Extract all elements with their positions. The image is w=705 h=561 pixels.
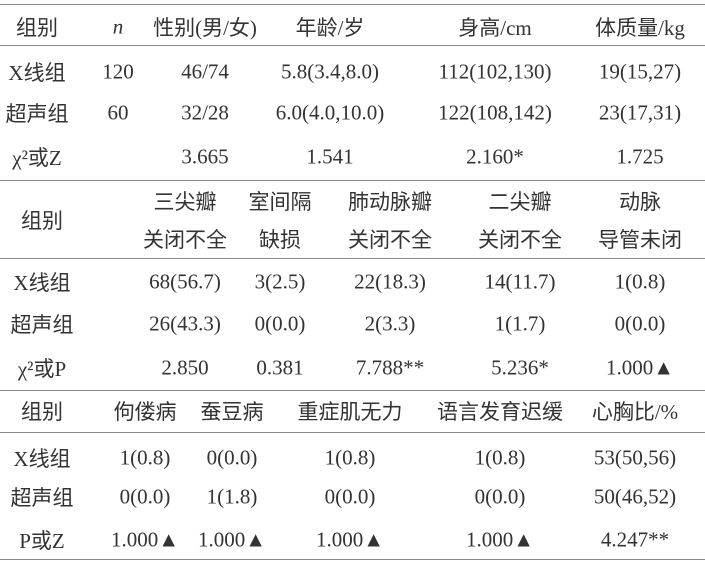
header-cell: 组别 (16, 16, 58, 40)
cell: 46/74 (181, 59, 229, 84)
cell: 1.000▲ (605, 355, 675, 380)
header-cell: 关闭不全 (143, 228, 227, 252)
row-label: X线组 (13, 447, 71, 471)
rule (0, 390, 705, 391)
row-label: X线组 (8, 61, 66, 85)
cell: 1(0.8) (474, 445, 526, 470)
header-cell: 关闭不全 (478, 228, 562, 252)
header-cell: 缺损 (259, 228, 301, 252)
cell: 4.247** (600, 527, 670, 552)
rule (0, 45, 705, 46)
cell: 5.8(3.4,8.0) (281, 59, 379, 84)
header-cell: 动脉 (619, 190, 661, 214)
cell: 1.541 (306, 144, 354, 169)
cell: 0(0.0) (324, 484, 376, 509)
cell: 2(3.3) (364, 311, 416, 336)
header-cell: 关闭不全 (348, 228, 432, 252)
cell: 1.725 (616, 144, 664, 169)
header-cell: 蚕豆病 (200, 400, 264, 424)
cell: 112(102,130) (438, 59, 552, 84)
row-label: 超声组 (10, 486, 74, 510)
row-label: 超声组 (10, 313, 74, 337)
header-cell: 三尖瓣 (153, 190, 217, 214)
cell: 1.000▲ (197, 527, 267, 552)
header-cell: 语言发育迟缓 (437, 400, 563, 424)
rule (0, 4, 705, 5)
cell: 50(46,52) (593, 484, 677, 509)
cell: 0.381 (256, 355, 304, 380)
cell: 68(56.7) (149, 269, 221, 294)
cell: 14(11.7) (484, 269, 556, 294)
header-cell: 身高/cm (458, 16, 532, 40)
cell: 3(2.5) (254, 269, 306, 294)
cell: 0(0.0) (474, 484, 526, 509)
rule (0, 258, 705, 259)
cell: 0(0.0) (614, 311, 666, 336)
cell: 122(108,142) (438, 100, 552, 125)
cell: 1.000▲ (315, 527, 385, 552)
header-cell: 导管未闭 (598, 228, 682, 252)
cell: 7.788** (355, 355, 425, 380)
cell: 2.160* (466, 144, 524, 169)
cell: 1.000▲ (110, 527, 180, 552)
cell: 0(0.0) (119, 484, 171, 509)
cell: 1(1.8) (206, 484, 258, 509)
row-label: χ²或Z (12, 146, 62, 170)
cell: 0(0.0) (206, 445, 258, 470)
cell: 1(0.8) (614, 269, 666, 294)
header-cell: 佝偻病 (113, 400, 177, 424)
cell: 1.000▲ (465, 527, 535, 552)
cell: 5.236* (491, 355, 549, 380)
cell: 60 (107, 100, 129, 125)
header-cell: 体质量/kg (595, 16, 685, 40)
header-cell: 室间隔 (248, 190, 312, 214)
rule (0, 180, 705, 181)
row-label: 超声组 (5, 102, 69, 126)
row-label: χ²或P (17, 357, 67, 381)
cell: 22(18.3) (354, 269, 426, 294)
rule (0, 432, 705, 433)
row-label: P或Z (19, 529, 65, 553)
cell: 0(0.0) (254, 311, 306, 336)
cell: 1(0.8) (119, 445, 171, 470)
cell: 120 (102, 59, 134, 84)
header-cell: 重症肌无力 (297, 400, 403, 424)
row-label: X线组 (13, 271, 71, 295)
header-cell: 肺动脉瓣 (348, 190, 432, 214)
cell: 2.850 (161, 355, 209, 380)
header-cell: 年龄/岁 (295, 16, 365, 40)
cell: 32/28 (181, 100, 229, 125)
cell: 23(17,31) (598, 100, 682, 125)
header-cell: 性别(男/女) (153, 16, 257, 40)
header-cell: 组别 (21, 400, 63, 424)
rule (0, 559, 705, 560)
header-cell: 心胸比/% (591, 400, 679, 424)
cell: 53(50,56) (593, 445, 677, 470)
header-cell: n (112, 14, 124, 39)
cell: 26(43.3) (149, 311, 221, 336)
cell: 1(0.8) (324, 445, 376, 470)
header-cell: 组别 (21, 209, 63, 233)
cell: 1(1.7) (494, 311, 546, 336)
cell: 3.665 (181, 144, 229, 169)
header-cell: 二尖瓣 (488, 190, 552, 214)
cell: 6.0(4.0,10.0) (275, 100, 385, 125)
cell: 19(15,27) (598, 59, 682, 84)
